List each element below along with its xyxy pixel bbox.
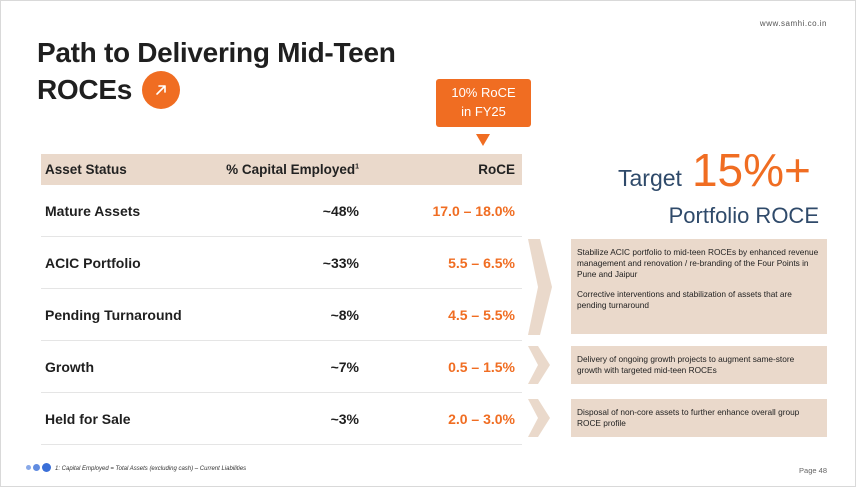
page-title: Path to Delivering Mid-Teen ROCEs [37, 35, 396, 109]
header-asset-status: Asset Status [45, 162, 127, 177]
dot-small [26, 465, 31, 470]
table-row: Pending Turnaround ~8% 4.5 – 5.5% [41, 289, 522, 341]
chevron-right-icon [528, 399, 550, 437]
asset-name: ACIC Portfolio [45, 254, 141, 271]
asset-name: Mature Assets [45, 202, 141, 219]
roce-fy25-callout: 10% RoCE in FY25 [436, 79, 531, 127]
table-header: Asset Status % Capital Employed1 RoCE [41, 154, 522, 185]
capital-share: ~7% [330, 358, 359, 375]
capital-share: ~33% [322, 254, 359, 271]
asset-name: Pending Turnaround [45, 306, 182, 323]
note-held-for-sale: Disposal of non-core assets to further e… [571, 399, 827, 437]
roce-table: Asset Status % Capital Employed1 RoCE Ma… [41, 154, 522, 445]
target-line: Target 15%+ [618, 143, 828, 197]
title-line-2: ROCEs [37, 74, 132, 105]
roce-range: 0.5 – 1.5% [448, 358, 515, 375]
table-row: Held for Sale ~3% 2.0 – 3.0% [41, 393, 522, 445]
note-acic-text: Stabilize ACIC portfolio to mid-teen ROC… [577, 247, 819, 279]
target-value: 15%+ [691, 144, 811, 196]
header-roce: RoCE [478, 162, 515, 177]
chevron-right-icon [528, 239, 552, 335]
arrow-up-right-icon [141, 71, 180, 109]
callout-line-2: in FY25 [461, 104, 506, 119]
footnote: 1: Capital Employed = Total Assets (excl… [55, 466, 247, 472]
note-turnaround-text: Corrective interventions and stabilizati… [577, 289, 792, 310]
target-headline: Target 15%+ [618, 143, 828, 197]
footnote-marker: 1 [355, 163, 359, 171]
capital-share: ~3% [330, 410, 359, 427]
title-line-1: Path to Delivering Mid-Teen [37, 37, 396, 68]
table-row: Mature Assets ~48% 17.0 – 18.0% [41, 185, 522, 237]
target-subtitle: Portfolio ROCE [668, 203, 819, 228]
note-held-for-sale-text: Disposal of non-core assets to further e… [577, 407, 800, 428]
table-row: Growth ~7% 0.5 – 1.5% [41, 341, 522, 393]
roce-range: 5.5 – 6.5% [448, 254, 515, 271]
target-label: Target [618, 165, 682, 191]
page-number: Page 48 [799, 466, 827, 475]
table-row: ACIC Portfolio ~33% 5.5 – 6.5% [41, 237, 522, 289]
note-growth: Delivery of ongoing growth projects to a… [571, 346, 827, 384]
roce-range: 4.5 – 5.5% [448, 306, 515, 323]
website-url[interactable]: www.samhi.co.in [759, 19, 827, 28]
roce-range: 2.0 – 3.0% [448, 410, 515, 427]
header-capital-employed: % Capital Employed1 [226, 162, 359, 177]
roce-range: 17.0 – 18.0% [432, 202, 515, 219]
dot-large [42, 463, 51, 472]
callout-arrow-icon [476, 134, 490, 146]
capital-share: ~8% [330, 306, 359, 323]
asset-name: Growth [45, 358, 94, 375]
callout-line-1: 10% RoCE [451, 85, 516, 100]
note-acic-turnaround: Stabilize ACIC portfolio to mid-teen ROC… [571, 239, 827, 334]
title-line-2-wrap: ROCEs [37, 71, 396, 109]
chevron-right-icon [528, 346, 550, 384]
capital-share: ~48% [322, 202, 359, 219]
asset-name: Held for Sale [45, 410, 131, 427]
note-growth-text: Delivery of ongoing growth projects to a… [577, 354, 795, 375]
footer-dots-icon [26, 463, 51, 472]
dot-medium [33, 464, 40, 471]
